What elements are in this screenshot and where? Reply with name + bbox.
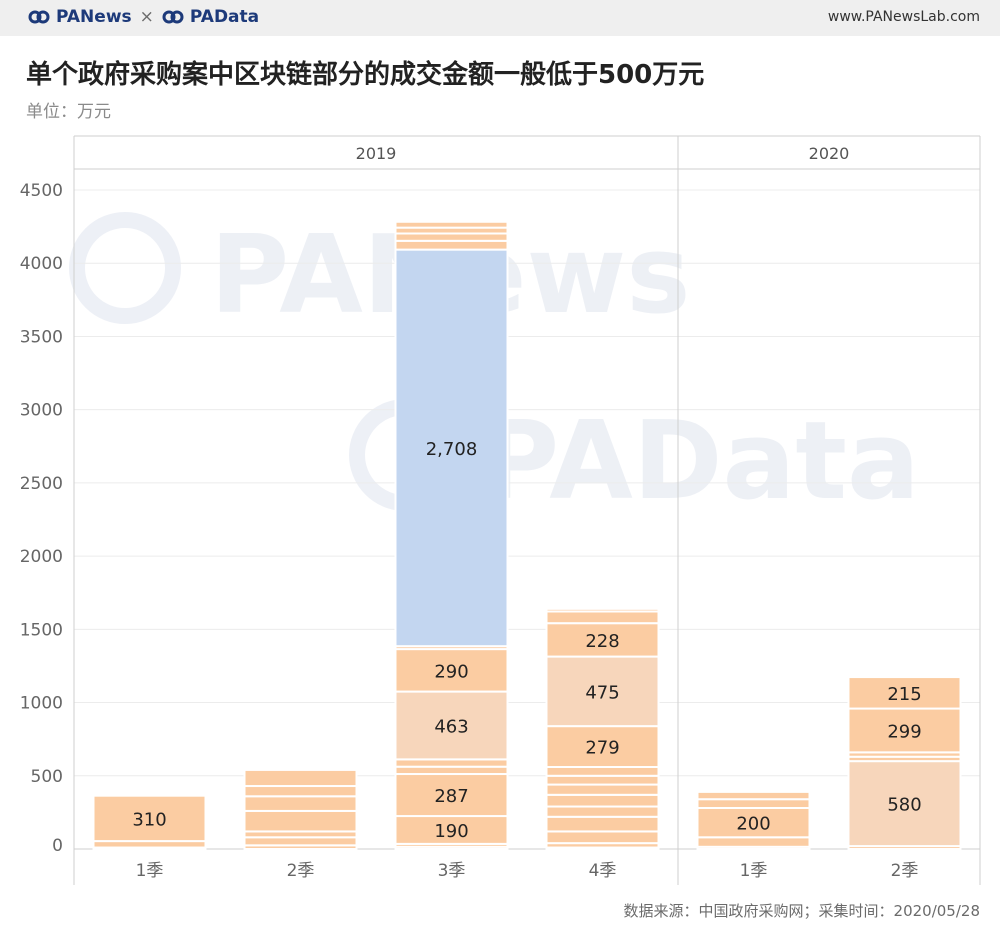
padata-logo-icon — [162, 10, 184, 24]
data-label: 279 — [585, 738, 619, 759]
y-tick-label: 3500 — [20, 327, 63, 347]
bar-segment — [545, 725, 660, 768]
bar-segment — [696, 798, 811, 809]
bar-segment — [696, 836, 811, 848]
watermark-logo-icon — [69, 212, 181, 324]
data-label: 463 — [434, 716, 468, 737]
brand-left: PANews — [56, 7, 132, 27]
bar-segment — [243, 836, 358, 847]
y-tick-label: 0 — [52, 836, 63, 856]
data-label: 310 — [132, 809, 166, 830]
bar-segment — [243, 795, 358, 812]
bar-segment — [545, 765, 660, 777]
brand-separator: × — [139, 7, 154, 27]
top-bar: PANews × PAData www.PANewsLab.com — [0, 0, 1000, 36]
bar-segment — [847, 760, 962, 848]
brand-right: PAData — [189, 7, 260, 27]
watermark-padata: PAData — [480, 399, 920, 524]
y-tick-label: 2000 — [20, 547, 63, 567]
bar-segment — [394, 239, 509, 251]
bar-segment — [394, 648, 509, 693]
bar-segment — [394, 758, 509, 768]
bar-segment — [394, 773, 509, 818]
x-category-label: 3季 — [438, 861, 466, 881]
bar-segment — [696, 806, 811, 839]
bar-segment — [545, 610, 660, 625]
panews-logo-icon — [28, 10, 50, 24]
bar-segment — [394, 765, 509, 776]
bar-segment — [394, 248, 509, 648]
bar-segment — [545, 793, 660, 808]
data-label: 2,708 — [426, 439, 478, 460]
bar-segment — [243, 809, 358, 833]
chart-title: 单个政府采购案中区块链部分的成交金额一般低于500万元 — [26, 60, 705, 90]
bar-segment — [847, 676, 962, 710]
bar-segment — [394, 220, 509, 229]
labels-layer: 310 190 287 463 290 2,708 279 475 228 200 580 299 21… — [132, 439, 921, 842]
brand: PANews × PAData — [28, 7, 259, 27]
source-note: 数据来源：中国政府采购网；采集时间：2020/05/28 — [623, 902, 980, 920]
data-label: 228 — [585, 631, 619, 652]
y-tick-label: 4000 — [20, 254, 63, 274]
bar-segment — [545, 774, 660, 786]
data-label: 475 — [585, 682, 619, 703]
y-tick-label: 2500 — [20, 474, 63, 494]
bar-segment — [545, 830, 660, 845]
bar-segment — [243, 768, 358, 788]
bar-segment — [545, 783, 660, 796]
site-url[interactable]: www.PANewsLab.com — [827, 9, 980, 25]
x-category-label: 1季 — [136, 861, 164, 881]
data-label: 215 — [887, 684, 921, 705]
x-category-label: 1季 — [740, 861, 768, 881]
y-tick-label: 1000 — [20, 694, 63, 714]
bar-segment — [394, 815, 509, 845]
bar-segment — [92, 794, 207, 843]
data-label: 580 — [887, 795, 921, 816]
x-category-label: 4季 — [589, 861, 617, 881]
year-header-2019: 2019 — [356, 144, 397, 163]
x-category-label: 2季 — [891, 861, 919, 881]
bar-segment — [243, 785, 358, 798]
unit-label: 单位：万元 — [26, 102, 111, 122]
bar-segment — [847, 707, 962, 754]
data-label: 299 — [887, 721, 921, 742]
bar-segment — [545, 805, 660, 818]
data-label: 287 — [434, 786, 468, 807]
data-label: 290 — [434, 661, 468, 682]
y-tick-label: 500 — [31, 767, 63, 787]
data-label: 190 — [434, 821, 468, 842]
bar-segment — [545, 815, 660, 833]
grid-layer: 0 500 1000 1500 2000 2500 3000 3500 4000 4500 — [20, 181, 980, 856]
x-category-label: 2季 — [287, 861, 315, 881]
bar-segment — [545, 607, 660, 613]
bar-segment — [696, 790, 811, 801]
data-label: 200 — [736, 814, 770, 835]
year-header-2020: 2020 — [809, 144, 850, 163]
y-tick-label: 4500 — [20, 181, 63, 201]
chart-frame: 2019 1季 2季 3季 4季 2020 1季 2季 — [73, 135, 981, 885]
y-tick-label: 1500 — [20, 620, 63, 640]
bars-layer — [92, 220, 962, 851]
y-tick-label: 3000 — [20, 401, 63, 421]
bar-segment — [394, 232, 509, 242]
